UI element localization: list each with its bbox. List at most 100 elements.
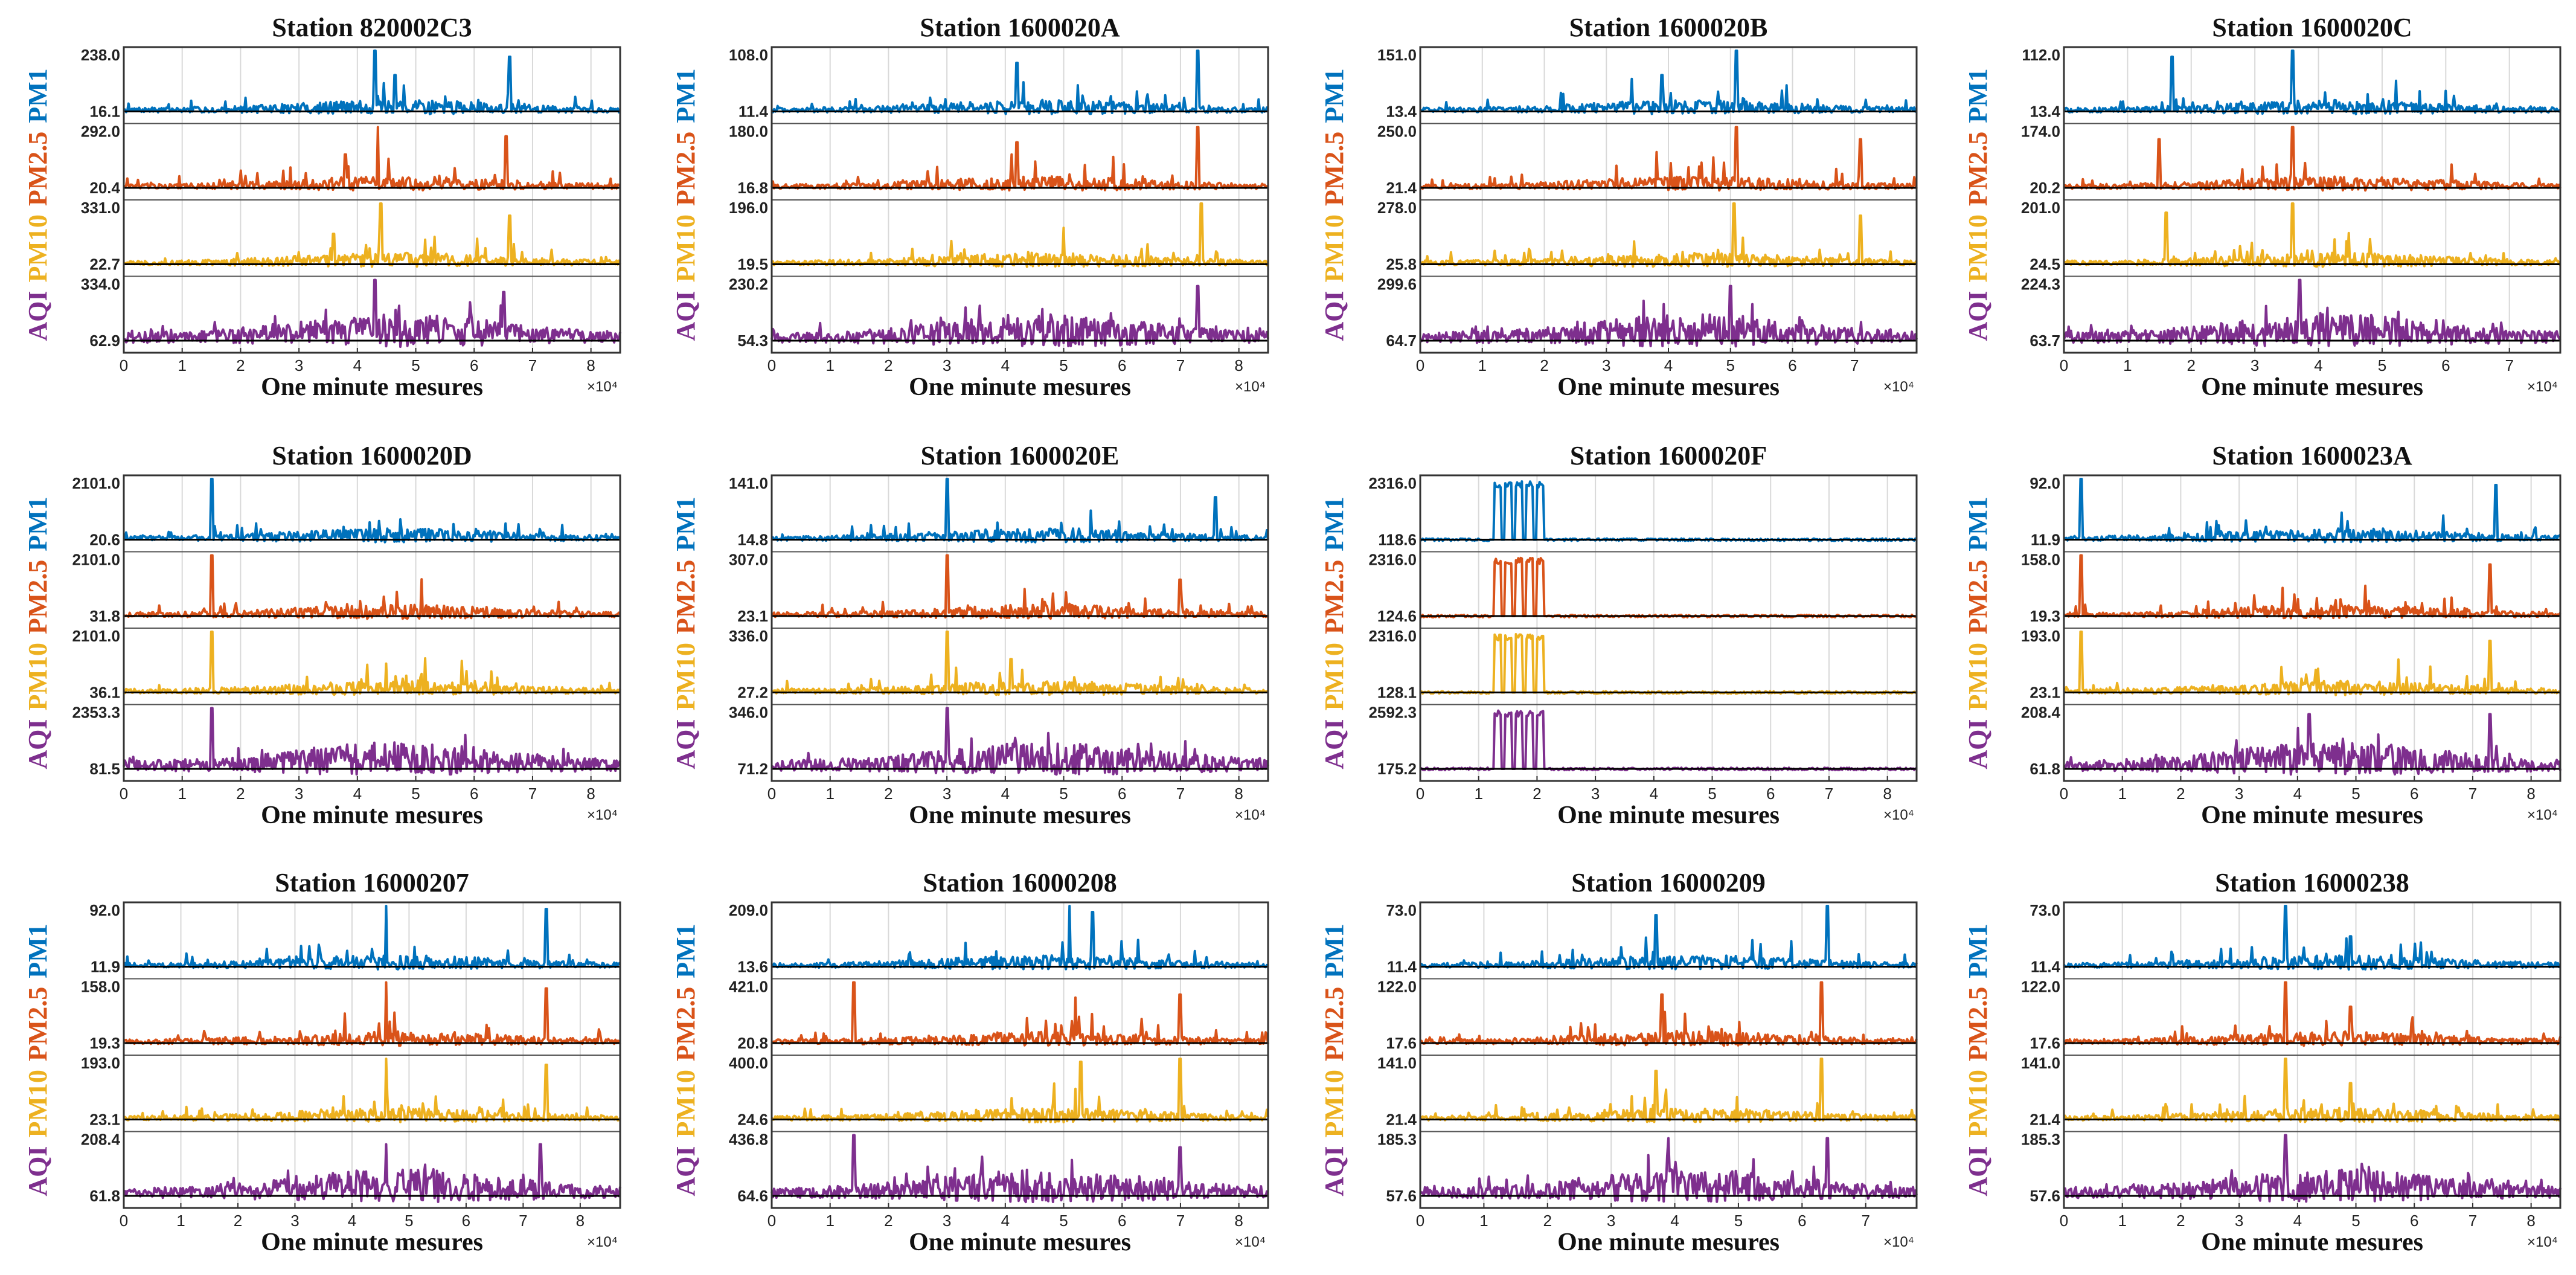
- x-tick-label: 4: [2314, 356, 2322, 374]
- y-label-part: PM10: [1319, 1070, 1349, 1137]
- x-tick-label: 4: [353, 785, 362, 803]
- mean-label: 81.5: [89, 760, 120, 778]
- x-tick-label: 1: [1474, 785, 1482, 803]
- mean-label: 11.9: [91, 958, 120, 976]
- max-label: 250.0: [1377, 123, 1417, 141]
- y-label-part: AQI: [23, 1146, 53, 1196]
- series-line: [2063, 554, 2562, 620]
- y-label-part: PM10: [1963, 643, 1993, 710]
- y-axis-label: AQI PM10 PM2.5 PM1: [671, 68, 700, 341]
- series-line: [771, 1134, 1269, 1204]
- x-tick-label: 0: [120, 356, 128, 374]
- y-label-part: PM2.5: [671, 132, 700, 206]
- mean-label: 13.4: [2030, 103, 2060, 121]
- mean-label: 20.8: [737, 1034, 768, 1052]
- max-label: 208.4: [81, 1131, 121, 1149]
- x-tick-label: 5: [2351, 785, 2360, 803]
- x-tick-label: 8: [1234, 785, 1243, 803]
- x-axis-label: One minute mesures: [2201, 1228, 2423, 1256]
- x-tick-label: 7: [1850, 356, 1859, 374]
- max-label: 185.3: [2021, 1131, 2060, 1149]
- x-tick-label: 0: [1416, 1212, 1424, 1230]
- x-tick-label: 3: [295, 785, 303, 803]
- y-label-part: PM1: [1319, 923, 1349, 978]
- max-label: 331.0: [81, 199, 120, 217]
- mean-label: 16.1: [89, 103, 120, 121]
- x-tick-label: 7: [1176, 1212, 1185, 1230]
- y-axis-label: AQI PM10 PM2.5 PM1: [23, 68, 53, 341]
- x-tick-label: 5: [1059, 356, 1068, 374]
- x-tick-label: 0: [1416, 785, 1424, 803]
- series-line: [1420, 709, 1918, 771]
- y-label-part: PM10: [1319, 643, 1349, 710]
- x-tick-label: 0: [120, 785, 128, 803]
- max-label: 108.0: [729, 46, 768, 64]
- max-label: 73.0: [1386, 901, 1417, 919]
- x-axis-label: One minute mesures: [261, 801, 483, 829]
- station-panel: Station 1600020F2316.0118.62316.0124.623…: [1319, 441, 1918, 829]
- mean-label: 27.2: [737, 684, 768, 702]
- mean-label: 17.6: [2030, 1034, 2060, 1052]
- x-multiplier: ×10⁴: [2527, 807, 2558, 823]
- x-tick-label: 7: [1861, 1212, 1870, 1230]
- x-tick-label: 8: [2526, 1212, 2535, 1230]
- max-label: 2101.0: [72, 474, 120, 492]
- x-axis-label: One minute mesures: [2201, 801, 2423, 829]
- x-tick-label: 1: [2118, 1212, 2126, 1230]
- x-tick-label: 3: [2235, 1212, 2243, 1230]
- x-multiplier: ×10⁴: [1883, 1234, 1914, 1250]
- x-tick-label: 2: [1533, 785, 1541, 803]
- mean-label: 23.1: [2030, 684, 2060, 702]
- x-tick-label: 5: [1708, 785, 1716, 803]
- y-label-part: AQI: [1319, 291, 1349, 341]
- series-line: [771, 284, 1269, 347]
- series-line: [2063, 905, 2561, 971]
- x-tick-label: 6: [1798, 1212, 1806, 1230]
- series-line: [771, 707, 1269, 776]
- x-tick-label: 7: [1176, 785, 1185, 803]
- y-label-part: PM1: [1963, 68, 1993, 123]
- plot-frame: [1419, 901, 1918, 1209]
- x-axis-label: One minute mesures: [909, 801, 1131, 829]
- series-line: [123, 478, 621, 544]
- x-tick-label: 7: [1176, 356, 1185, 374]
- panel-title: Station 1600020F: [1570, 441, 1767, 470]
- max-label: 158.0: [2021, 551, 2060, 569]
- x-tick-label: 0: [1416, 356, 1424, 374]
- y-label-part: AQI: [23, 291, 53, 341]
- x-tick-label: 8: [586, 356, 595, 374]
- series-line: [1420, 126, 1918, 192]
- mean-label: 24.5: [2030, 255, 2060, 274]
- series-line: [2063, 126, 2562, 192]
- mean-label: 20.4: [89, 179, 120, 197]
- y-label-part: PM10: [23, 214, 53, 282]
- x-tick-label: 7: [2505, 356, 2513, 374]
- plot-frame: [2063, 474, 2562, 782]
- x-tick-label: 5: [1059, 785, 1068, 803]
- series-line: [771, 202, 1269, 268]
- x-tick-label: 5: [1734, 1212, 1743, 1230]
- max-label: 2353.3: [72, 704, 120, 722]
- x-tick-label: 3: [943, 785, 951, 803]
- y-label-part: PM1: [671, 496, 700, 551]
- mean-label: 36.1: [89, 684, 120, 702]
- mean-label: 19.5: [737, 255, 768, 274]
- max-label: 400.0: [729, 1054, 768, 1072]
- x-axis-label: One minute mesures: [261, 373, 483, 401]
- max-label: 193.0: [81, 1054, 120, 1072]
- x-tick-label: 5: [1059, 1212, 1068, 1230]
- y-label-part: PM1: [23, 68, 53, 123]
- panel-title: Station 1600020E: [921, 441, 1120, 470]
- series-line: [123, 202, 621, 268]
- series-line: [1419, 1137, 1918, 1203]
- x-tick-label: 6: [1118, 785, 1126, 803]
- panel-title: Station 1600020D: [272, 441, 472, 470]
- max-label: 209.0: [729, 901, 768, 919]
- mean-label: 22.7: [89, 255, 120, 274]
- x-tick-label: 1: [178, 785, 186, 803]
- max-label: 92.0: [2030, 474, 2060, 492]
- max-label: 299.6: [1377, 275, 1417, 294]
- x-tick-label: 3: [290, 1212, 299, 1230]
- x-multiplier: ×10⁴: [587, 807, 618, 823]
- y-label-part: PM1: [1319, 68, 1349, 123]
